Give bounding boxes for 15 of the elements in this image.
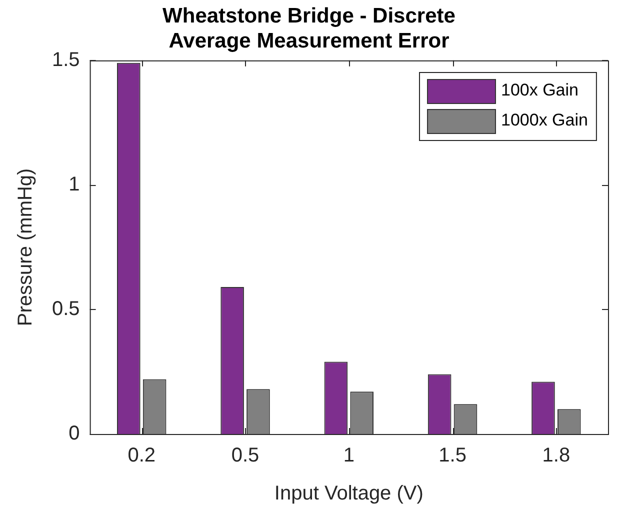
text: Wheatstone Bridge - Discrete (162, 4, 456, 28)
y-tick-label: 1 (68, 173, 80, 196)
text: Average Measurement Error (168, 30, 450, 53)
legend-label: 100x Gain (501, 80, 578, 100)
y-tick-label: 1.5 (52, 48, 80, 71)
x-tick-label: 1.5 (438, 444, 466, 467)
y-tick-label: 0 (68, 422, 80, 445)
legend-label: 1000x Gain (501, 110, 588, 130)
x-tick-label: 0.2 (128, 444, 156, 467)
x-axis-title: Input Voltage (V) (274, 482, 424, 505)
y-axis-title: Pressure (mmHg) (14, 168, 37, 326)
x-tick-label: 1.8 (542, 444, 570, 467)
x-tick-label: 0.5 (231, 444, 260, 467)
x-tick-label: 1 (343, 444, 354, 467)
y-tick-label: 0.5 (52, 298, 80, 320)
